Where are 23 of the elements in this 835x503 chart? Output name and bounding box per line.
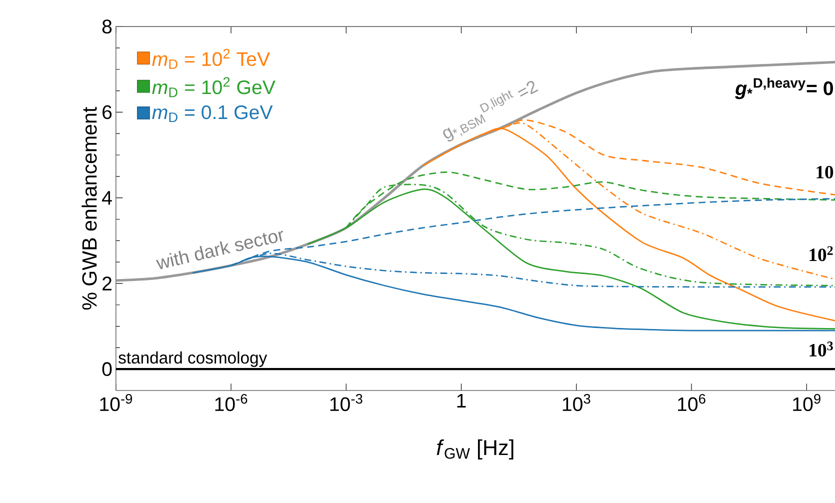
- x-tick-label: 10$^{9}$: [793, 394, 820, 412]
- y-axis-title: % GWB enhancement: [82, 107, 97, 310]
- y-tick-label: 6: [102, 105, 112, 120]
- y-tick-label: 8: [102, 20, 112, 34]
- legend-label: m$_{D}$ = 10$^{2}$ GeV: [152, 77, 276, 98]
- x-tick-label: 1: [457, 394, 466, 408]
- x-tick-label: 10$^{-6}$: [215, 394, 248, 412]
- x-tick-label: 10$^{-9}$: [100, 394, 132, 412]
- x-tick-label: 10$^{6}$: [678, 394, 706, 412]
- annotation: 10$^{3}$: [810, 342, 833, 357]
- legend-label: m$_{D}$ = 10$^{2}$ TeV: [152, 49, 270, 70]
- annotation: with dark sector: [156, 230, 283, 270]
- y-tick-label: 0: [102, 362, 112, 376]
- x-axis-title: f$_{GW}$ [Hz]: [436, 440, 514, 460]
- annotation: 10$^{2}$: [810, 246, 833, 262]
- y-tick-label: 2: [102, 276, 112, 290]
- ref-line-label: standard cosmology: [118, 352, 268, 368]
- annotation: 10: [816, 166, 834, 179]
- y-tick-label: 4: [102, 191, 112, 205]
- annotation: g$_{*}$$^{D,heavy}$= 0: [735, 78, 833, 100]
- legend-label: m$_{D}$ = 0.1 GeV: [152, 106, 273, 122]
- x-tick-label: 10$^{3}$: [562, 394, 590, 412]
- x-tick-label: 10$^{-3}$: [330, 394, 362, 412]
